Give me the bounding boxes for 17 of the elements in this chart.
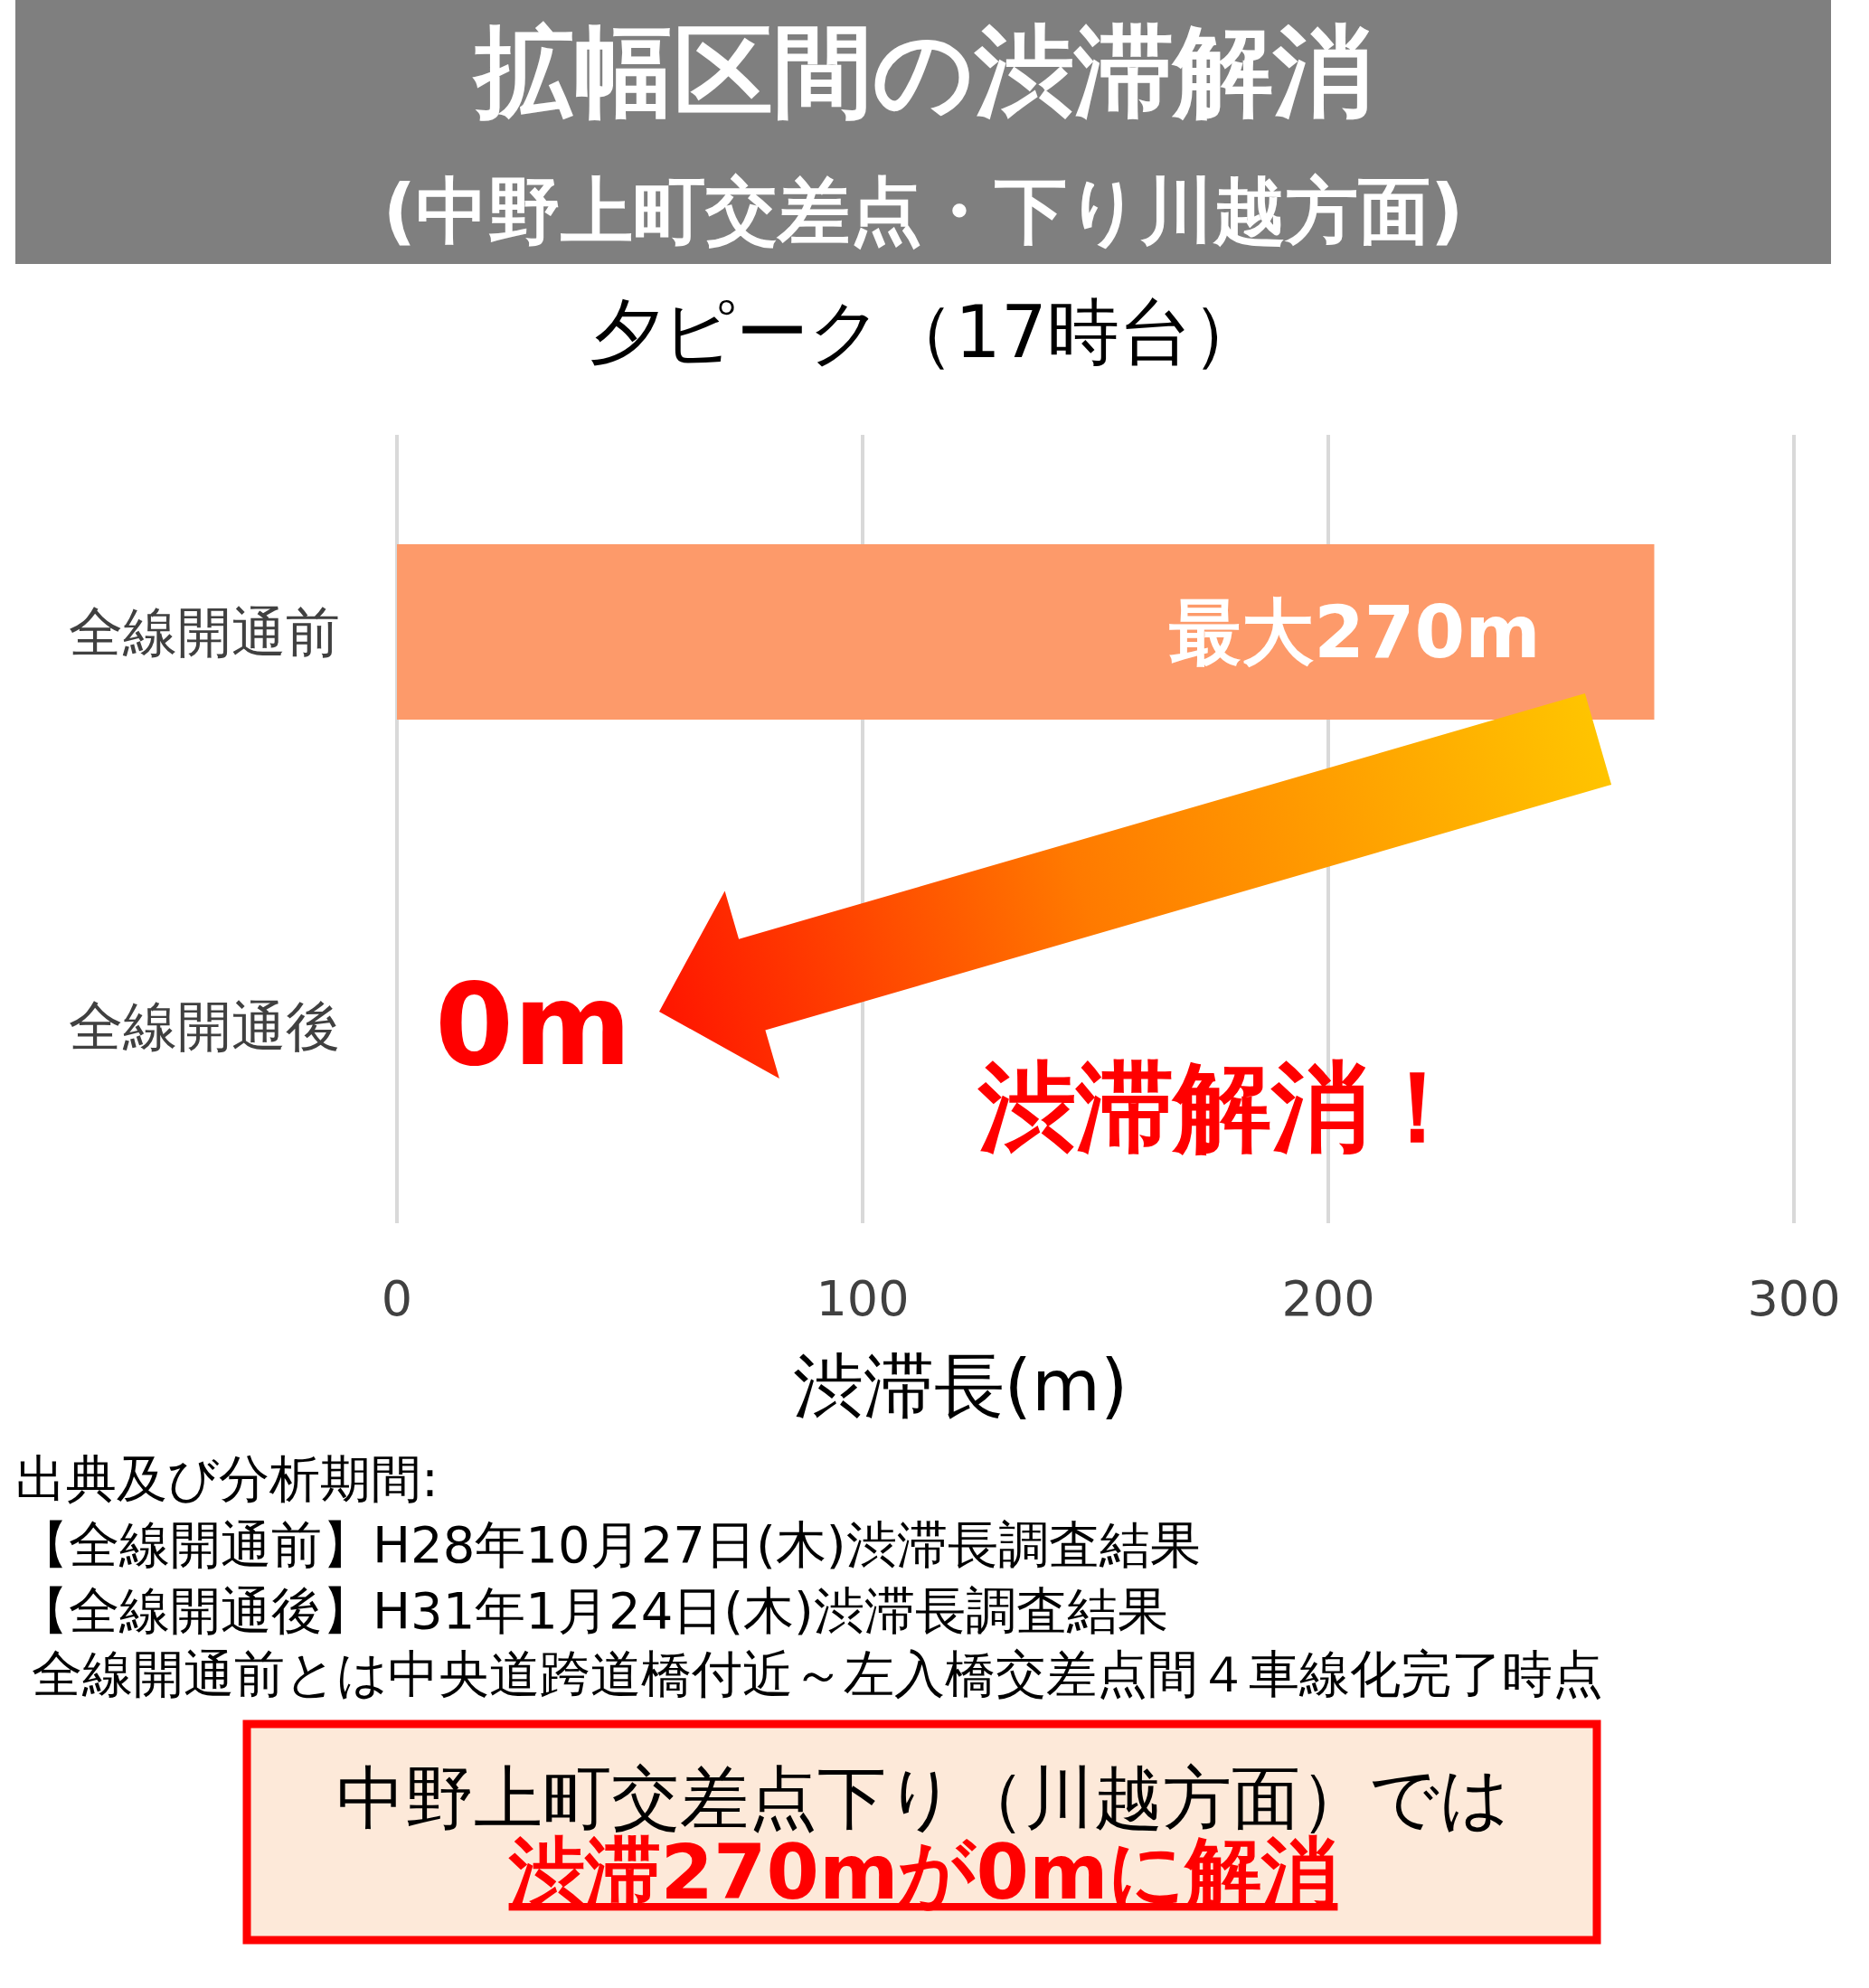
x-tick-label: 300 [1747,1270,1841,1327]
text: 全線開通前とは中央道跨道橋付近～左入橋交差点間４車線化完了時点 [32,1644,1603,1703]
data-label: 最大270m [1169,590,1541,674]
x-tick-label: 100 [816,1270,910,1327]
data-label: 0m [435,959,632,1090]
text: 出典及び分析期間: [15,1449,439,1508]
x-tick-label: 0 [381,1270,413,1327]
text: 夕ピーク（17時台） [590,290,1264,374]
text: 【全線開通前】H28年10月27日(木)渋滞長調査結果 [18,1515,1201,1574]
chart-subtitle: (中野上町交差点・下り川越方面) [382,169,1464,253]
text: 【全線開通後】H31年1月24日(木)渋滞長調査結果 [18,1581,1168,1640]
y-tick-label: 全線開通前 [69,600,340,664]
chart-title: 拡幅区間の渋滞解消 [471,14,1373,129]
x-axis-title: 渋滞長(m) [792,1345,1128,1427]
annotation: 渋滞解消！ [977,1051,1467,1164]
y-tick-label: 全線開通後 [69,994,340,1058]
x-tick-label: 200 [1281,1270,1375,1327]
